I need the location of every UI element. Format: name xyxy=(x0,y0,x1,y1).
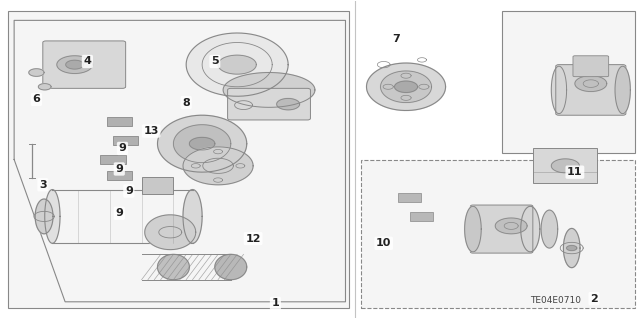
Polygon shape xyxy=(495,218,527,234)
Text: 9: 9 xyxy=(118,144,126,153)
Polygon shape xyxy=(551,66,566,114)
FancyBboxPatch shape xyxy=(228,88,310,120)
Text: 1: 1 xyxy=(271,298,279,308)
Text: 9: 9 xyxy=(125,186,132,196)
Text: 11: 11 xyxy=(567,167,582,177)
Polygon shape xyxy=(223,72,315,107)
Polygon shape xyxy=(394,81,417,93)
Text: 7: 7 xyxy=(392,34,401,44)
FancyBboxPatch shape xyxy=(362,160,636,308)
Bar xyxy=(100,155,125,164)
Polygon shape xyxy=(367,63,445,110)
Text: 10: 10 xyxy=(376,238,392,248)
Bar xyxy=(113,136,138,145)
Polygon shape xyxy=(189,137,215,150)
FancyBboxPatch shape xyxy=(141,177,173,194)
Bar xyxy=(106,171,132,180)
Polygon shape xyxy=(157,254,189,280)
FancyBboxPatch shape xyxy=(8,11,349,308)
Polygon shape xyxy=(35,199,53,234)
Text: 8: 8 xyxy=(182,98,190,108)
FancyBboxPatch shape xyxy=(470,205,533,253)
Text: 6: 6 xyxy=(33,94,40,104)
Text: 9: 9 xyxy=(115,208,124,218)
Polygon shape xyxy=(66,60,84,69)
Polygon shape xyxy=(145,215,196,250)
Polygon shape xyxy=(465,206,481,252)
Polygon shape xyxy=(183,189,202,243)
Bar xyxy=(397,193,420,202)
Polygon shape xyxy=(381,71,431,103)
Bar xyxy=(410,212,433,220)
Polygon shape xyxy=(615,66,630,114)
Polygon shape xyxy=(29,69,44,76)
Polygon shape xyxy=(183,147,253,185)
Bar xyxy=(106,117,132,126)
Text: 12: 12 xyxy=(245,234,261,243)
Polygon shape xyxy=(218,55,256,74)
FancyBboxPatch shape xyxy=(502,11,636,153)
Text: 5: 5 xyxy=(211,56,219,66)
Polygon shape xyxy=(157,115,246,172)
Polygon shape xyxy=(521,206,540,252)
Polygon shape xyxy=(38,84,51,90)
Polygon shape xyxy=(575,76,607,92)
FancyBboxPatch shape xyxy=(556,65,626,115)
Polygon shape xyxy=(551,159,579,173)
Polygon shape xyxy=(45,189,60,243)
Text: 3: 3 xyxy=(39,180,47,190)
Text: 9: 9 xyxy=(115,164,124,174)
Text: 4: 4 xyxy=(83,56,92,66)
Polygon shape xyxy=(57,56,93,73)
Text: 2: 2 xyxy=(590,293,598,304)
Polygon shape xyxy=(566,246,577,250)
Polygon shape xyxy=(276,99,300,110)
Text: TE04E0710: TE04E0710 xyxy=(531,296,581,305)
Text: 13: 13 xyxy=(143,126,159,136)
FancyBboxPatch shape xyxy=(43,41,125,88)
FancyBboxPatch shape xyxy=(573,56,609,77)
Polygon shape xyxy=(186,33,288,96)
FancyBboxPatch shape xyxy=(534,148,597,183)
Polygon shape xyxy=(215,254,246,280)
Polygon shape xyxy=(173,125,231,163)
Polygon shape xyxy=(541,210,557,248)
Polygon shape xyxy=(563,228,580,268)
